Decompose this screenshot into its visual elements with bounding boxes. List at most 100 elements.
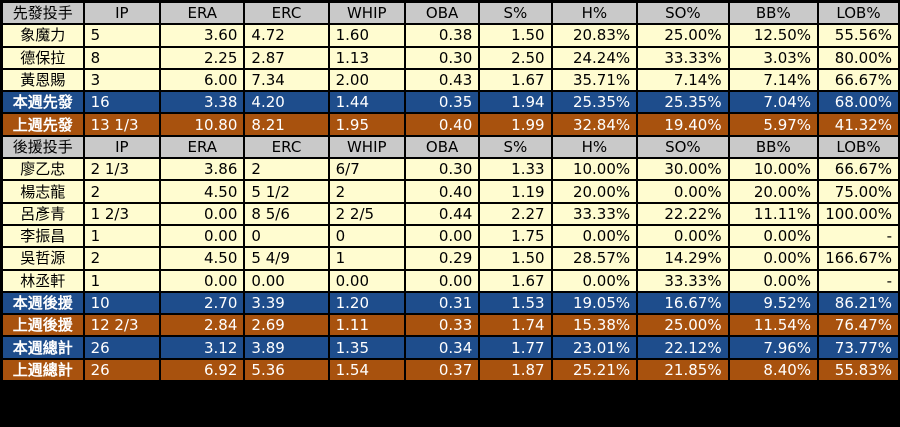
stat-cell: 2.70 xyxy=(161,292,244,314)
relievers-header-row: 後援投手 IP ERA ERC WHIP OBA S% H% SO% BB% LOB% xyxy=(3,136,898,158)
stat-cell: 4.50 xyxy=(161,181,244,202)
summary-label: 本週後援 xyxy=(3,292,83,314)
column-header: BB% xyxy=(729,3,818,24)
column-header: SO% xyxy=(638,3,728,24)
stat-cell: 8 5/6 xyxy=(245,203,328,224)
stat-cell: 5 4/9 xyxy=(245,248,328,269)
stat-cell: 9.52% xyxy=(729,292,818,314)
stat-cell: 7.96% xyxy=(729,337,818,358)
stat-cell: 19.05% xyxy=(552,292,637,314)
stat-cell: 11.11% xyxy=(729,203,818,224)
player-name: 德保拉 xyxy=(3,47,83,68)
stat-cell: 19.40% xyxy=(638,114,728,135)
stat-cell: 0.00% xyxy=(729,270,818,291)
stat-cell: 0.33 xyxy=(405,315,479,336)
section-title: 後援投手 xyxy=(3,136,83,158)
stat-cell: 2.50 xyxy=(480,47,551,68)
pitching-stats-table: 先發投手 IP ERA ERC WHIP OBA S% H% SO% BB% LOB% 象魔力 5 3.6… xyxy=(1,1,900,382)
stat-cell: 8.21 xyxy=(245,114,328,135)
totals-last-week-row: 上週總計 26 6.92 5.36 1.54 0.37 1.87 25.21% 21.85% 8.… xyxy=(3,359,898,381)
stat-cell: 0.30 xyxy=(405,159,479,180)
stat-cell: 5 xyxy=(84,25,160,46)
stat-cell: 1.50 xyxy=(480,25,551,46)
player-name: 楊志龍 xyxy=(3,181,83,202)
player-name: 象魔力 xyxy=(3,25,83,46)
column-header: BB% xyxy=(729,136,818,158)
stat-cell: 1.74 xyxy=(480,315,551,336)
stat-cell: 1.33 xyxy=(480,159,551,180)
stat-cell: 7.04% xyxy=(729,92,818,113)
stat-cell: 66.67% xyxy=(819,159,898,180)
stat-cell: 80.00% xyxy=(819,47,898,68)
column-header: WHIP xyxy=(329,3,404,24)
column-header: LOB% xyxy=(819,3,898,24)
stat-cell: 33.33% xyxy=(638,270,728,291)
stat-cell: 0.34 xyxy=(405,337,479,358)
stat-cell: 1 xyxy=(84,270,160,291)
stat-cell: 3.38 xyxy=(161,92,244,113)
stat-cell: 28.57% xyxy=(552,248,637,269)
stat-cell: 16 xyxy=(84,92,160,113)
stat-cell: 0.40 xyxy=(405,181,479,202)
player-row: 廖乙忠 2 1/3 3.86 2 6/7 0.30 1.33 10.00% 30.00% 10.0… xyxy=(3,159,898,180)
stat-cell: 1.53 xyxy=(480,292,551,314)
summary-label: 上週後援 xyxy=(3,315,83,336)
stat-cell: 26 xyxy=(84,337,160,358)
column-header: ERA xyxy=(161,136,244,158)
stat-cell: 3.03% xyxy=(729,47,818,68)
column-header: H% xyxy=(552,136,637,158)
stat-cell: 0.00% xyxy=(552,225,637,247)
stat-cell: 4.50 xyxy=(161,248,244,269)
stat-cell: 6/7 xyxy=(329,159,404,180)
stat-cell: 35.71% xyxy=(552,69,637,91)
stat-cell: 2 2/5 xyxy=(329,203,404,224)
stat-cell: 10 xyxy=(84,292,160,314)
stat-cell: 41.32% xyxy=(819,114,898,135)
stat-cell: 12.50% xyxy=(729,25,818,46)
stat-cell: - xyxy=(819,270,898,291)
stat-cell: 25.35% xyxy=(638,92,728,113)
stat-cell: 68.00% xyxy=(819,92,898,113)
stat-cell: 1.35 xyxy=(329,337,404,358)
player-row: 吳哲源 2 4.50 5 4/9 1 0.29 1.50 28.57% 14.29% 0.00% 1… xyxy=(3,248,898,269)
stat-cell: 2.69 xyxy=(245,315,328,336)
summary-label: 上週總計 xyxy=(3,359,83,381)
stat-cell: 5 1/2 xyxy=(245,181,328,202)
stat-cell: 30.00% xyxy=(638,159,728,180)
stat-cell: 25.00% xyxy=(638,25,728,46)
stat-cell: 3 xyxy=(84,69,160,91)
column-header: OBA xyxy=(405,3,479,24)
stat-cell: 2.84 xyxy=(161,315,244,336)
stat-cell: 3.89 xyxy=(245,337,328,358)
stat-cell: 75.00% xyxy=(819,181,898,202)
column-header: ERC xyxy=(245,136,328,158)
column-header: H% xyxy=(552,3,637,24)
stat-cell: 1.75 xyxy=(480,225,551,247)
column-header: SO% xyxy=(638,136,728,158)
stat-cell: 10.00% xyxy=(729,159,818,180)
stat-cell: 20.00% xyxy=(552,181,637,202)
player-row: 象魔力 5 3.60 4.72 1.60 0.38 1.50 20.83% 25.00% 12.5… xyxy=(3,25,898,46)
stat-cell: 10.80 xyxy=(161,114,244,135)
stat-cell: 1 xyxy=(329,248,404,269)
stat-cell: 1 xyxy=(84,225,160,247)
stat-cell: 1.77 xyxy=(480,337,551,358)
starters-header-row: 先發投手 IP ERA ERC WHIP OBA S% H% SO% BB% LOB% xyxy=(3,3,898,24)
stat-cell: 15.38% xyxy=(552,315,637,336)
stat-cell: 55.56% xyxy=(819,25,898,46)
player-name: 林丞軒 xyxy=(3,270,83,291)
stat-cell: 0.31 xyxy=(405,292,479,314)
stat-cell: 2 1/3 xyxy=(84,159,160,180)
stat-cell: 166.67% xyxy=(819,248,898,269)
stat-cell: 33.33% xyxy=(552,203,637,224)
player-row: 楊志龍 2 4.50 5 1/2 2 0.40 1.19 20.00% 0.00% 20.00% 7… xyxy=(3,181,898,202)
player-name: 呂彥青 xyxy=(3,203,83,224)
stat-cell: 0.00% xyxy=(552,270,637,291)
stat-cell: 0.00 xyxy=(405,225,479,247)
stat-cell: 0.30 xyxy=(405,47,479,68)
stat-cell: 2.25 xyxy=(161,47,244,68)
stat-cell: 0.00% xyxy=(638,181,728,202)
player-name: 李振昌 xyxy=(3,225,83,247)
column-header: S% xyxy=(480,3,551,24)
relievers-this-week-row: 本週後援 10 2.70 3.39 1.20 0.31 1.53 19.05% 16.67% 9.… xyxy=(3,292,898,314)
